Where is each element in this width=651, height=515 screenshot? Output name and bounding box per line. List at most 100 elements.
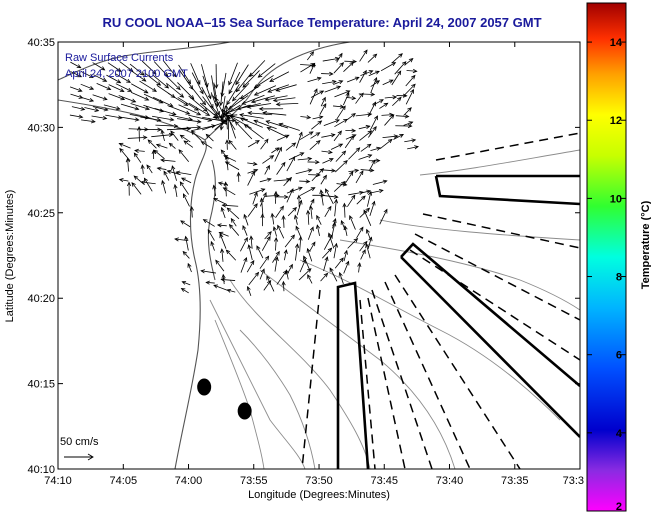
current-vector [226,207,240,220]
current-vector [297,156,313,161]
y-tick-label: 40:15 [27,379,55,391]
x-axis-label: Longitude (Degrees:Minutes) [248,489,390,501]
colorbar-tick-label: 10 [610,193,622,205]
current-vector [286,155,296,172]
current-vector [147,139,157,149]
current-vector [283,249,288,261]
current-vector [343,260,350,274]
current-vector [144,72,162,86]
current-vector [210,240,215,251]
current-vector [266,127,288,138]
current-vector [355,92,364,104]
current-vector [131,83,149,94]
current-vector [347,113,356,120]
current-vector [258,106,284,112]
current-vector [239,84,261,100]
scale-arrow-label: 50 cm/s [60,436,99,448]
current-vector [322,158,334,164]
current-vector [310,132,321,139]
current-vector [236,171,241,182]
current-vector [283,176,293,187]
current-vector [322,194,339,199]
station-marker [237,402,252,420]
current-vector [275,205,284,218]
current-vector [344,135,355,149]
current-vector [333,180,346,192]
radar-sectors-solid [336,174,580,469]
current-vector [359,130,373,141]
current-vector [316,214,322,225]
chart-title: RU COOL NOAA–15 Sea Surface Temperature:… [102,15,541,30]
current-vector [188,102,211,116]
current-vector [346,95,357,101]
y-axis-label: Latitude (Degrees:Minutes) [4,190,16,323]
current-vector [180,220,191,228]
current-vector [309,241,316,252]
current-vector [330,143,344,150]
current-vector [81,71,94,78]
current-vector [170,130,179,141]
current-vector [295,131,303,149]
current-vector [260,213,265,227]
current-vector [392,96,402,107]
current-vector [333,198,339,217]
current-vector [80,83,95,90]
x-axis-ticks: 74:10 74:05 74:00 73:55 73:50 73:45 73:40 73:35… [44,42,584,487]
current-vector [130,103,150,111]
current-vector [167,92,189,107]
current-vector [262,110,287,116]
current-vector [227,114,237,139]
current-vector [228,62,238,86]
current-vector [216,223,227,228]
current-vector [259,192,267,207]
current-vector [91,115,108,120]
current-vector [242,224,248,236]
y-tick-label: 40:35 [27,37,55,49]
current-vector [307,226,314,240]
current-vector [240,236,248,252]
current-vector [259,268,265,280]
current-vector [334,90,351,98]
current-vector [106,74,122,84]
current-vector [293,214,299,225]
current-vector [403,107,412,116]
current-vector [334,118,349,128]
current-vector [278,122,300,131]
current-vector [143,104,165,113]
current-vector [139,80,158,92]
current-vector [176,118,202,124]
current-vector [141,60,157,75]
current-vector [115,73,131,83]
current-vector [298,268,312,281]
current-vector [281,280,286,292]
current-vector [234,120,253,140]
current-vector [131,182,142,195]
current-vector [296,199,303,216]
current-vector [152,115,175,122]
current-vector [224,161,240,171]
current-vector [295,168,313,175]
current-vector [130,70,147,82]
current-vector [395,123,413,129]
current-vector [129,63,145,76]
current-vector [393,133,405,140]
colorbar-tick-label: 12 [610,115,622,127]
current-vector [402,83,416,97]
current-vector [247,170,256,186]
current-vector [274,256,279,272]
current-vector [360,70,374,77]
current-vector [108,93,126,101]
current-vector [80,119,96,124]
current-vector [325,188,334,205]
scale-arrow-head [87,453,94,461]
current-vector [227,95,249,110]
current-vector [333,242,338,259]
current-vector [295,225,301,237]
current-vector [219,104,241,119]
current-vector [120,116,140,122]
current-vector [168,142,176,149]
current-vector [190,63,201,86]
current-vector [249,188,266,195]
current-vector [173,183,178,197]
